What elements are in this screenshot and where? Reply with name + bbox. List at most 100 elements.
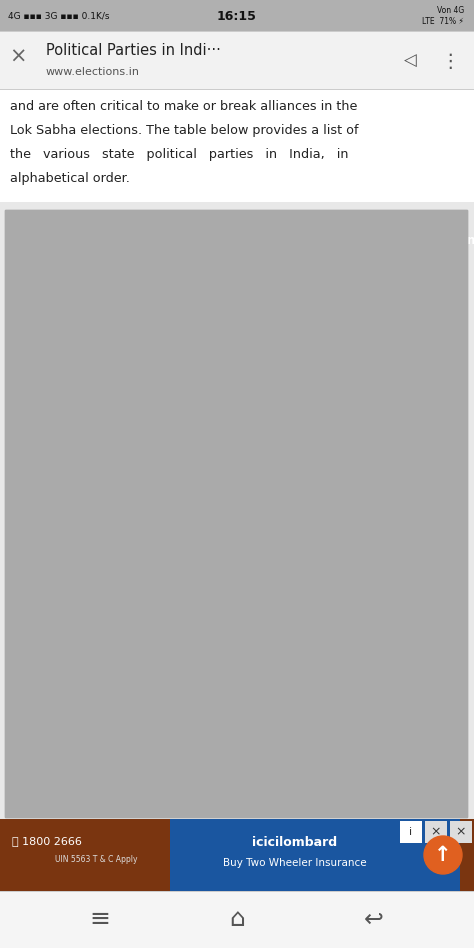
Text: 24: 24 [16, 767, 32, 779]
Text: icicilombard: icicilombard [253, 836, 337, 849]
Text: M C: M C [423, 478, 445, 490]
Bar [305, 773, 375, 809]
Text: 20: 20 [16, 381, 32, 394]
Text: Symbol: Symbol [327, 233, 375, 246]
Bar [305, 278, 375, 340]
Text: 19: 19 [16, 302, 32, 316]
Text: Von 4G
LTE  71% ⚡: Von 4G LTE 71% ⚡ [422, 6, 464, 26]
Bar [0, 891, 474, 892]
Bar [0, 90, 474, 202]
Bar [301, 729, 302, 817]
Bar [43, 428, 44, 540]
Bar [170, 819, 460, 891]
Bar [5, 624, 467, 729]
Bar [0, 32, 474, 90]
Text: 23: 23 [16, 670, 33, 683]
Text: ×: × [431, 826, 441, 838]
Bar [5, 348, 467, 428]
Bar [425, 821, 447, 843]
Text: Manipur: Manipur [63, 575, 113, 589]
Bar [43, 624, 44, 729]
Bar [5, 347, 467, 348]
Text: alphabetical order.: alphabetical order. [10, 172, 130, 185]
Text: L.  ›: L. › [423, 302, 445, 316]
Bar [0, 31, 474, 32]
Bar [305, 582, 375, 616]
Bar [305, 356, 375, 420]
Bar [5, 210, 467, 270]
Bar [459, 210, 467, 510]
Bar [301, 624, 302, 729]
Text: ×: × [456, 826, 466, 838]
Bar [133, 270, 134, 348]
Text: Political Parties in Indi···: Political Parties in Indi··· [46, 43, 221, 58]
Bar [0, 819, 474, 891]
Text: Goa: Goa [75, 381, 100, 394]
Bar [133, 729, 134, 817]
Text: 22: 22 [16, 575, 33, 589]
Bar [301, 348, 302, 428]
Text: Buy Two Wheeler Insurance: Buy Two Wheeler Insurance [223, 858, 367, 868]
Text: Marumalarchi
Dravida Munnetra
Kazhagam: Marumalarchi Dravida Munnetra Kazhagam [138, 463, 249, 505]
Bar [5, 729, 467, 817]
Bar [0, 202, 474, 948]
Bar [43, 729, 44, 817]
Bar [43, 540, 44, 624]
Text: Manipur Peoples
Party: Manipur Peoples Party [138, 568, 239, 596]
Bar [305, 356, 375, 420]
Text: M  ›: M › [423, 381, 445, 394]
Bar [305, 632, 375, 721]
Text: UIN 5563 T & C Apply: UIN 5563 T & C Apply [55, 854, 137, 864]
Bar [305, 737, 375, 773]
Bar [5, 427, 467, 428]
Text: State: State [70, 233, 106, 246]
Bar [305, 548, 375, 582]
Text: M J: M J [425, 670, 443, 683]
Bar [305, 737, 375, 773]
Bar [5, 539, 467, 540]
Bar [5, 728, 467, 729]
Circle shape [424, 836, 462, 874]
Bar [301, 270, 302, 348]
Bar [301, 540, 302, 624]
Bar [133, 428, 134, 540]
Text: ⋮: ⋮ [440, 51, 460, 70]
Bar [5, 623, 467, 624]
Text: Lok Sabha elections. The table below provides a list of: Lok Sabha elections. The table below pro… [10, 123, 358, 137]
Bar [5, 210, 467, 817]
Bar [401, 729, 402, 817]
Text: State Political
Parties: State Political Parties [171, 226, 264, 254]
Bar [305, 436, 375, 532]
Bar [0, 89, 474, 90]
Bar [401, 540, 402, 624]
Bar [400, 821, 422, 843]
Bar [301, 428, 302, 540]
Text: Muslim League
Kerala State
Committee: Muslim League Kerala State Committee [138, 655, 230, 698]
Bar [305, 632, 375, 721]
Text: 4G ▪▪▪ 3G ▪▪▪ 0.1K/s: 4G ▪▪▪ 3G ▪▪▪ 0.1K/s [8, 11, 109, 21]
Bar [401, 428, 402, 540]
Bar [305, 773, 375, 809]
Text: ⌂: ⌂ [229, 907, 245, 932]
Text: Maharashtrawadi
Gomantak: Maharashtrawadi Gomantak [138, 374, 245, 402]
Bar [450, 821, 472, 843]
Bar [305, 278, 375, 340]
Text: i: i [410, 827, 412, 837]
Text: the   various   state   political   parties   in   India,   in: the various state political parties in I… [10, 148, 348, 160]
Text: 21: 21 [16, 478, 33, 490]
Text: Nagaland Peoples
Front: Nagaland Peoples Front [138, 759, 247, 787]
Bar [43, 270, 44, 348]
Text: Bihar: Bihar [72, 302, 104, 316]
Text: M P: M P [424, 575, 445, 589]
Bar [133, 624, 134, 729]
Text: ↑: ↑ [434, 845, 452, 865]
Text: and are often critical to make or break alliances in the: and are often critical to make or break … [10, 100, 357, 113]
Text: ×: × [9, 47, 27, 67]
Bar [305, 436, 375, 532]
Bar [0, 0, 474, 32]
Text: S.
No.: S. No. [13, 226, 35, 254]
Bar [401, 270, 402, 348]
Text: Kerala: Kerala [68, 670, 108, 683]
Bar [43, 348, 44, 428]
Bar [5, 816, 467, 817]
